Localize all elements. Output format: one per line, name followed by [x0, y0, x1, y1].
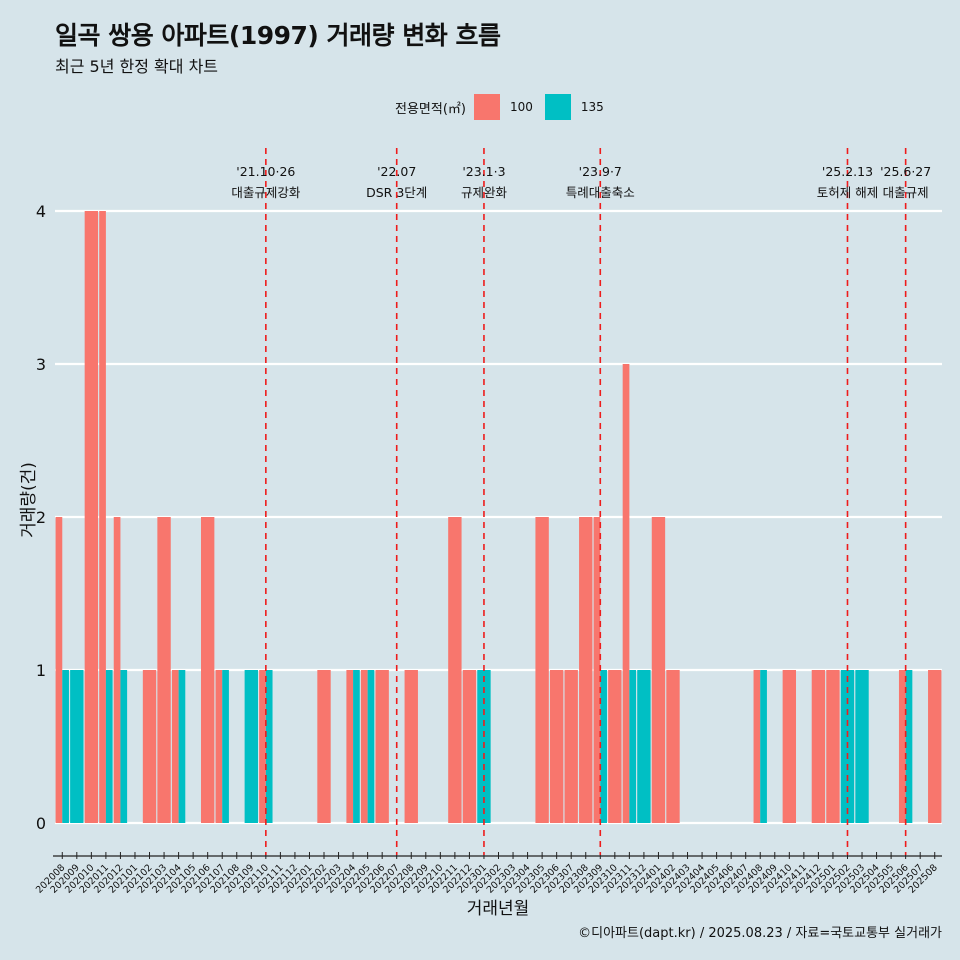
event-label: 토허제 해제: [817, 185, 878, 200]
legend-swatch-135: [544, 94, 571, 120]
bar-135: [367, 670, 375, 823]
bar-100: [608, 670, 622, 823]
bar-100: [84, 211, 99, 823]
bar-100: [99, 211, 106, 823]
bar-135: [105, 670, 113, 823]
bar-100: [811, 670, 826, 823]
y-tick-label: 4: [36, 202, 46, 221]
legend-title: 전용면적(㎡): [395, 101, 466, 117]
bar-135: [244, 670, 258, 823]
bar-100: [404, 670, 418, 823]
bar-100: [564, 670, 578, 823]
bar-100: [622, 364, 630, 823]
bar-135: [120, 670, 128, 823]
bar-100: [171, 670, 179, 823]
bar-100: [259, 670, 266, 823]
bar-135: [265, 670, 273, 823]
bar-100: [462, 670, 477, 823]
event-date-label: '23.9·7: [579, 164, 622, 179]
legend-label-100: 100: [509, 100, 533, 114]
bar-135: [600, 670, 607, 823]
bar-100: [55, 517, 63, 823]
bar-100: [928, 670, 942, 823]
event-date-label: '23.1·3: [462, 164, 505, 179]
y-tick-label: 0: [36, 814, 46, 833]
bar-100: [317, 670, 331, 823]
bar-135: [62, 670, 69, 823]
event-label: 특례대출축소: [566, 185, 635, 200]
bar-135: [905, 670, 913, 823]
bar-135: [629, 670, 637, 823]
bar-135: [178, 670, 186, 823]
bar-100: [113, 517, 121, 823]
event-label: 대출규제강화: [231, 185, 301, 200]
chart-subtitle: 최근 5년 한정 확대 차트: [55, 57, 219, 76]
bar-100: [782, 670, 797, 823]
bar-135: [353, 670, 360, 823]
bar-100: [157, 517, 171, 823]
bar-100: [535, 517, 549, 823]
y-tick-label: 3: [36, 355, 46, 374]
event-label: 대출규제: [883, 185, 929, 200]
y-tick-label: 1: [36, 661, 46, 680]
event-date-label: '25.6·27: [880, 164, 931, 179]
legend-label-135: 135: [580, 100, 604, 114]
bar-100: [375, 670, 389, 823]
event-date-label: '25.2.13: [822, 164, 873, 179]
y-axis-title: 거래량(건): [19, 462, 39, 538]
bar-100: [826, 670, 840, 823]
bar-135: [855, 670, 869, 823]
chart-title: 일곡 쌍용 아파트(1997) 거래량 변화 흐름: [55, 21, 501, 50]
bar-100: [200, 517, 215, 823]
bar-100: [346, 670, 354, 823]
bar-135: [760, 670, 767, 823]
bar-100: [448, 517, 462, 823]
event-label: 규제완화: [461, 185, 508, 200]
bar-100: [898, 670, 906, 823]
bar-100: [360, 670, 368, 823]
bar-100: [215, 670, 223, 823]
x-axis-title: 거래년월: [467, 899, 530, 919]
event-date-label: '22.07: [377, 164, 416, 179]
bar-100: [549, 670, 564, 823]
bar-100: [142, 670, 157, 823]
bar-100: [579, 517, 593, 823]
bar-100: [651, 517, 666, 823]
caption: ©디아파트(dapt.kr) / 2025.08.23 / 자료=국토교통부 실…: [578, 926, 942, 941]
event-label: DSR 3단계: [366, 185, 427, 200]
bar-135: [637, 670, 651, 823]
event-date-label: '21.10·26: [236, 164, 295, 179]
bar-100: [753, 670, 761, 823]
bar-135: [70, 670, 84, 823]
bar-100: [666, 670, 680, 823]
y-tick-label: 2: [36, 508, 46, 527]
legend-swatch-100: [473, 94, 500, 120]
legend: 전용면적(㎡) 100 135: [395, 92, 616, 122]
bar-100: [593, 517, 601, 823]
bar-135: [222, 670, 229, 823]
